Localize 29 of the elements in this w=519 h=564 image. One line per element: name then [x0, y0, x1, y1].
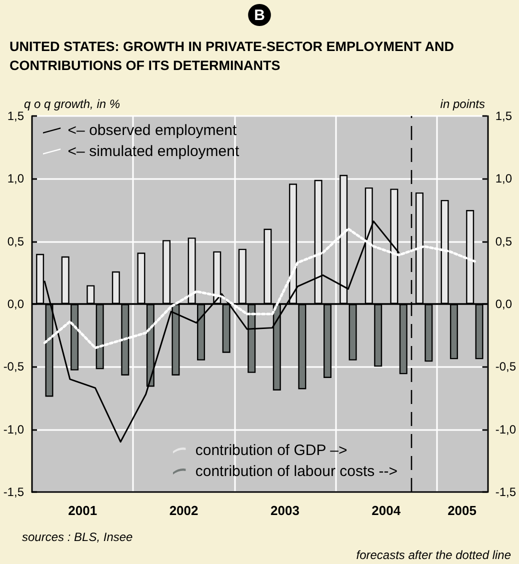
y-tick-label: 1,5 [7, 109, 24, 123]
x-tick-label: 2004 [372, 503, 402, 518]
legend-label: contribution of GDP –> [195, 442, 348, 459]
y-tick-label: 0,5 [7, 234, 24, 248]
y2-tick-label: 1,0 [495, 172, 512, 186]
y2-tick-label: -1,0 [495, 422, 516, 436]
legend-label: contribution of labour costs --> [195, 463, 398, 480]
x-tick-label: 2001 [68, 503, 98, 518]
x-tick-label: 2003 [270, 503, 300, 518]
y2-tick-label: 0,0 [495, 297, 512, 311]
y-tick-label: -1,0 [3, 422, 24, 436]
y-tick-label: -0,5 [3, 360, 24, 374]
y-tick-label: 1,0 [7, 172, 24, 186]
y2-tick-label: -0,5 [495, 360, 516, 374]
y-tick-label: 0,0 [7, 297, 24, 311]
y2-tick-label: 1,5 [495, 109, 512, 123]
x-tick-label: 2005 [448, 503, 476, 518]
text: forecasts after the dotted line [356, 548, 512, 562]
y-tick-label: -1,5 [3, 485, 24, 499]
text: B [254, 7, 266, 24]
y2-tick-label: 0,5 [495, 234, 512, 248]
chart-title: UNITED STATES: GROWTH IN PRIVATE-SECTOR EMPLOYMENT AND CONTRIBUTIONS OF ITS DETERMINANTS [10, 39, 458, 73]
y2-axis-title: in points [440, 97, 486, 111]
y-axis-title: q o q growth, in % [24, 97, 120, 111]
legend-label: <– observed employment [68, 122, 238, 139]
x-tick-label: 2002 [169, 503, 198, 518]
y2-tick-label: -1,5 [495, 485, 516, 499]
source-note: sources : BLS, Insee [22, 530, 134, 544]
legend-label: <– simulated employment [68, 143, 240, 160]
